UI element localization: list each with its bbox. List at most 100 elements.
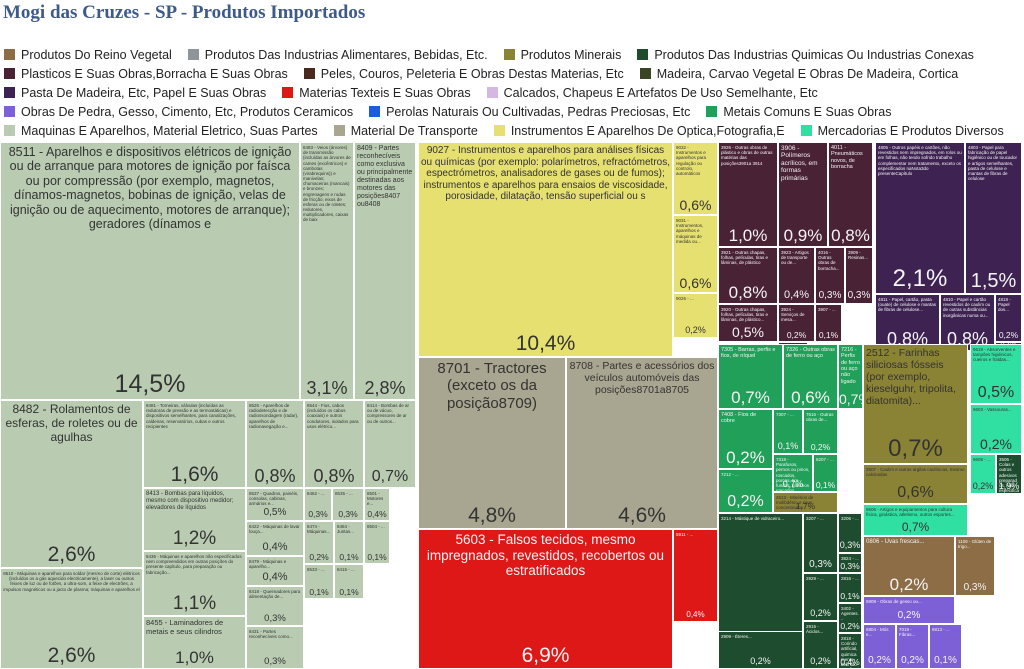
legend-item[interactable]: Instrumentos E Aparelhos De Optica,Fotog… — [493, 124, 785, 138]
treemap-tile[interactable]: 2909 - Éteres... 0,2% — [718, 631, 803, 669]
legend-item[interactable]: Obras De Pedra, Gesso, Cimento, Etc, Pro… — [4, 105, 353, 119]
treemap-tile[interactable]: 7019 - Fibras... 0,2% — [896, 624, 929, 669]
treemap-tile[interactable]: 8455 - Laminadores de metais e seus cili… — [143, 616, 246, 669]
legend-item[interactable]: Produtos Minerais — [503, 48, 621, 62]
treemap-tile[interactable]: 8535 - ... 0,3% — [332, 488, 364, 521]
treemap-tile[interactable]: 9032 - Instrumentos e aparelhos para reg… — [673, 142, 718, 215]
treemap-tile[interactable]: 1109 - Glúten de trigo... 0,3% — [955, 536, 995, 596]
treemap-tile[interactable]: 3207 - ... 0,3% — [803, 513, 838, 573]
treemap-tile[interactable]: 8474 - Máquinas... 0,2% — [304, 521, 334, 564]
legend-item[interactable]: Peles, Couros, Peleteria E Obras Destas … — [303, 67, 624, 81]
treemap-tile[interactable]: 7616 - Outras obras de... 0,2% — [803, 409, 838, 454]
treemap-tile[interactable]: 7408 - Fios de cobre 0,2% — [718, 409, 773, 469]
treemap-tile[interactable]: 4811 - Papel, cartão, pasta (ouate) de c… — [875, 294, 940, 351]
treemap-tile[interactable]: 8526 - Aparelhos de radiodetecção e de r… — [246, 400, 304, 488]
treemap-tile[interactable]: 9619 - Absorventes e tampões higiénicos,… — [970, 344, 1022, 404]
treemap-tile[interactable]: 8414 - Bombas de ar ou de vácuo, compres… — [364, 400, 416, 488]
treemap-tile[interactable]: 8537 - Quadros, painéis, consolas, cabin… — [246, 488, 304, 521]
treemap-tile[interactable]: 4818 - Papel dos... 0,2% — [995, 294, 1022, 342]
treemap-tile[interactable]: 3920 - Outras chapas, folhas, películas,… — [718, 304, 778, 342]
treemap-tile[interactable]: 4805 - Outros papéis e cartões, não reve… — [875, 142, 965, 294]
treemap-tile[interactable]: 9506 - Artigos e equipamentos para cultu… — [863, 504, 968, 536]
treemap-tile[interactable]: 3921 - Outras chapas, folhas, películas,… — [718, 247, 778, 304]
treemap-tile[interactable]: 3907 - ... 0,1% — [815, 304, 842, 342]
treemap-tile[interactable]: 2929 - ... 0,2% — [803, 573, 838, 621]
treemap-tile[interactable]: 8207 - ... 0,1% — [813, 454, 838, 492]
treemap-tile[interactable]: 6813 - ... 0,1% — [929, 624, 962, 669]
treemap-tile[interactable]: 4016 - Outras obras de borracha... 0,3% — [815, 247, 845, 304]
treemap-tile[interactable]: 2915 - Ácidos... 0,2% — [803, 621, 838, 669]
treemap-tile[interactable]: 8708 - Partes e acessórios dos veículos … — [566, 357, 718, 529]
treemap-tile[interactable]: 8436 - Máquinas e aparelhos não especifi… — [143, 551, 246, 616]
tile-value: 0,1% — [339, 586, 359, 597]
treemap-tile[interactable]: 8510 - Máquinas e aparelhos para soldar … — [0, 568, 143, 669]
legend-item[interactable]: Produtos Das Industrias Alimentares, Beb… — [187, 48, 488, 62]
treemap-tile[interactable]: 8484 - Juntas... 0,1% — [334, 521, 364, 564]
treemap-tile[interactable]: 8544 - Fios, cabos (incluídos os cabos c… — [304, 400, 364, 488]
treemap-tile[interactable]: 2507 - Caulim e outras argilas caulínica… — [863, 464, 968, 504]
treemap-tile[interactable]: 3926 - Outras obras de plástico e obras … — [718, 142, 778, 247]
treemap-tile[interactable]: 7305 - Barras, perfis e fios, de níquel 0… — [718, 344, 783, 409]
treemap-tile[interactable]: 2818 - Corindo artificial, quimicamente … — [838, 633, 862, 669]
legend-item[interactable]: Materias Texteis E Suas Obras — [282, 86, 471, 100]
treemap-tile[interactable]: 3506 - Colas e outros adesivos preparado… — [996, 454, 1022, 494]
treemap-tile[interactable]: 8462 - ... 0,3% — [304, 488, 332, 521]
treemap-tile[interactable]: 8413 - Bombas para líquidos, mesmo com d… — [143, 488, 246, 551]
treemap-tile[interactable]: 7216 - Perfis de ferro ou aço não ligado… — [838, 344, 863, 409]
legend-item[interactable]: Perolas Naturais Ou Cultivadas, Pedras P… — [369, 105, 690, 119]
legend-item[interactable]: Produtos Das Industrias Quimicas Ou Indu… — [637, 48, 974, 62]
treemap-tile[interactable]: 7212 - ... 0,2% — [718, 469, 773, 513]
treemap-tile[interactable]: 8511 - Aparelhos e dispositivos elétrico… — [0, 142, 300, 400]
treemap-tile[interactable]: 3402 - Agentes... 0,2% — [838, 603, 862, 633]
treemap-tile[interactable]: 8701 - Tractores (exceto os da posição87… — [418, 357, 566, 529]
treemap-tile[interactable]: 8479 - Máquinas e aparelho... 0,4% — [246, 556, 304, 586]
treemap-tile[interactable]: 7318 - Parafusos, pernos ou pinos, rosca… — [773, 454, 813, 492]
treemap-tile[interactable]: 8504 - ... 0,1% — [364, 521, 390, 564]
legend-item[interactable]: Calcados, Chapeus E Artefatos De Uso Sem… — [486, 86, 818, 100]
treemap-tile[interactable]: 6909 - Obras de gesso ou... 0,2% — [863, 596, 955, 624]
treemap-tile[interactable]: 9027 - Instrumentos e aparelhos para aná… — [418, 142, 673, 357]
treemap-tile[interactable]: 8431 - Partes reconhecíveis como... 0,3% — [246, 626, 304, 669]
treemap-tile[interactable]: 8409 - Partes reconhecíveis como exclusi… — [354, 142, 416, 400]
treemap-tile[interactable]: 7307 - ... 0,1% — [773, 409, 803, 454]
treemap-tile[interactable]: 8418 - Queimadores para alimentação de..… — [246, 586, 304, 626]
treemap-tile[interactable]: 7326 - Outras obras de ferro ou aço 0,6% — [783, 344, 838, 409]
treemap-tile[interactable]: 3924 - Serviços de mesa... 0,2% — [778, 304, 815, 342]
treemap-tile[interactable]: 8481 - Torneiras, válvulas (incluídas as… — [143, 400, 246, 488]
treemap-tile[interactable]: 8483 - Veios (árvores) de transmissão (i… — [300, 142, 354, 400]
treemap-tile[interactable]: 3824 - ... 0,3% — [838, 553, 862, 573]
tile-value: 1,1% — [172, 593, 217, 614]
treemap-tile[interactable]: 8533 - ... 0,1% — [304, 564, 334, 599]
treemap-tile[interactable]: 3909 - Resinas... 0,3% — [845, 247, 873, 304]
legend-item[interactable]: Metais Comuns E Suas Obras — [706, 105, 892, 119]
treemap-tile[interactable]: 3206 - ... 0,3% — [838, 513, 862, 553]
treemap-tile[interactable]: 2613 - Minérios de molibdênio e seus con… — [773, 492, 838, 513]
treemap-tile[interactable]: 8422 - Máquinas de lavar louça... 0,4% — [246, 521, 304, 556]
legend-item[interactable]: Mercadorias E Produtos Diversos — [800, 124, 1004, 138]
treemap-tile[interactable]: 9031 - Instrumentos, aparelhos e máquina… — [673, 215, 718, 293]
treemap-tile[interactable]: 6804 - Mós e... 0,2% — [863, 624, 896, 669]
treemap-tile[interactable]: 4011 - Pneumáticos novos, de borracha 0,8… — [828, 142, 873, 247]
treemap-tile[interactable]: 3923 - Artigos de transporte ou de... 0,4… — [778, 247, 815, 304]
treemap-tile[interactable]: 3906 - Polímeros acrílicos, em formas pr… — [778, 142, 828, 247]
treemap-tile[interactable]: 0806 - Uvas frescas... 0,2% — [863, 536, 955, 596]
treemap-tile[interactable]: 8501 - Motores e... 0,4% — [364, 488, 390, 521]
treemap-tile[interactable]: 4803 - Papel para fabricação de papel hi… — [965, 142, 1022, 294]
legend-swatch — [637, 49, 649, 60]
treemap-tile[interactable]: 5911 - ... 0,4% — [673, 529, 718, 622]
legend-item[interactable]: Produtos Do Reino Vegetal — [4, 48, 172, 62]
treemap-tile[interactable]: 8415 - ... 0,1% — [334, 564, 364, 599]
legend-item[interactable]: Plasticos E Suas Obras,Borracha E Suas O… — [4, 67, 288, 81]
legend-item[interactable]: Madeira, Carvao Vegetal E Obras De Madei… — [639, 67, 958, 81]
legend-item[interactable]: Maquinas E Aparelhos, Material Eletrico,… — [4, 124, 318, 138]
treemap-tile[interactable]: 2816 - ... 0,1% — [838, 573, 862, 603]
legend-item[interactable]: Material De Transporte — [333, 124, 478, 138]
treemap-tile[interactable]: 9026 - ... 0,2% — [673, 293, 718, 338]
legend-item[interactable]: Pasta De Madeira, Etc, Papel E Suas Obra… — [4, 86, 266, 100]
treemap-tile[interactable]: 8482 - Rolamentos de esferas, de roletes… — [0, 400, 143, 568]
treemap-tile[interactable]: 5603 - Falsos tecidos, mesmo impregnados… — [418, 529, 673, 669]
treemap-tile[interactable]: 2512 - Farinhas siliciosas fósseis (por … — [863, 344, 968, 464]
treemap-tile[interactable]: 4810 - Papel e cartão revestidos de caul… — [940, 294, 995, 351]
treemap-tile[interactable]: 9603 - Vassouras... 0,2% — [970, 404, 1022, 454]
treemap-tile[interactable]: 9608 - ... 0,2% — [970, 454, 996, 494]
